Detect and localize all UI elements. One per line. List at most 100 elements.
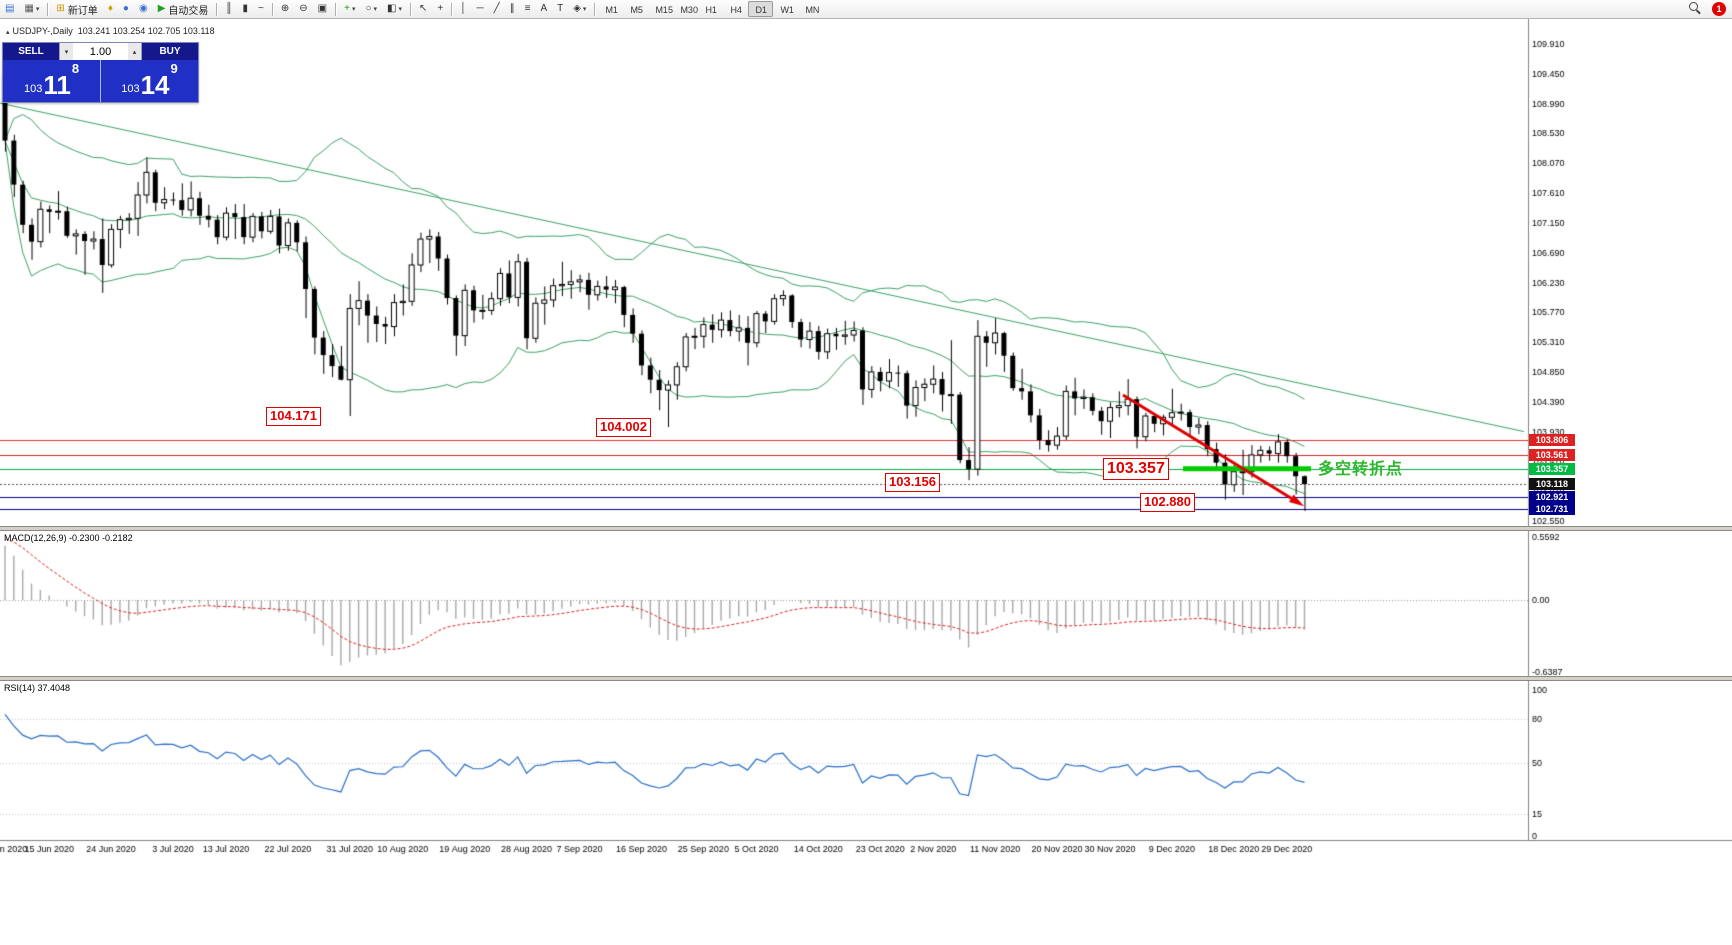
new-order-button[interactable]: ⊞ 新订单 <box>52 1 101 17</box>
price-axis-badge-103561: 103.561 <box>1529 449 1575 462</box>
trendline-button[interactable]: ╱ <box>490 1 504 17</box>
indicators-icon: + <box>344 3 350 14</box>
chevron-down-icon: ▾ <box>373 6 378 13</box>
zoom-in-icon: ⊕ <box>280 3 290 14</box>
toolbar-separator <box>451 2 453 16</box>
vertical-line-icon: │ <box>460 3 467 14</box>
crosshair-icon: + <box>437 3 444 14</box>
new-order-icon: ⊞ <box>56 3 65 14</box>
volume-control: ▾ ▴ <box>59 43 142 60</box>
text-label-button[interactable]: T <box>553 1 567 17</box>
crosshair-button[interactable]: + <box>433 1 447 17</box>
cursor-button[interactable]: ↖ <box>415 1 431 17</box>
search-icon <box>1689 2 1698 11</box>
volume-input[interactable] <box>73 43 128 60</box>
vertical-line-button[interactable]: │ <box>456 1 470 17</box>
indicators-button[interactable]: + ▾ <box>340 1 359 17</box>
candlestick-chart-icon: ▮ <box>242 3 249 14</box>
templates-button[interactable]: ◧ ▾ <box>383 1 406 17</box>
volume-increase-button[interactable]: ▴ <box>128 43 141 60</box>
bar-chart-button[interactable]: ║ <box>221 1 236 17</box>
timeframe-m5-button[interactable]: M5 <box>623 1 648 17</box>
market-watch-button[interactable]: ◉ <box>135 1 152 17</box>
rsi-label: RSI(14) 37.4048 <box>4 683 71 693</box>
symbol-ohlc-values: 103.241 103.254 102.705 103.118 <box>77 26 215 36</box>
chevron-down-icon: ▾ <box>398 6 402 13</box>
timeframe-m1-button[interactable]: M1 <box>598 1 623 17</box>
symbol-name: USDJPY-,Daily <box>12 26 73 36</box>
shapes-button[interactable]: ◈ ▾ <box>569 1 590 17</box>
text-label-icon: T <box>557 3 564 14</box>
price-label-103357[interactable]: 103.357 <box>1103 458 1169 481</box>
sell-button[interactable]: SELL <box>3 43 59 60</box>
toolbar-separator <box>594 2 596 16</box>
candlestick-chart-button[interactable]: ▮ <box>239 1 253 17</box>
timeframe-h1-button[interactable]: H1 <box>698 1 723 17</box>
expand-marker-icon[interactable]: ▴ <box>6 29 10 36</box>
timeframe-d1-button[interactable]: D1 <box>748 1 774 17</box>
timeframe-w1-button[interactable]: W1 <box>773 1 798 17</box>
alerts-icon: ● <box>122 3 129 14</box>
chevron-down-icon: ▾ <box>582 6 587 13</box>
price-label-103156[interactable]: 103.156 <box>885 473 940 492</box>
history-center-icon: ♦ <box>107 3 113 14</box>
macd-panel-divider[interactable] <box>0 526 1732 531</box>
toolbar-separator <box>216 2 218 16</box>
timeframe-m15-button[interactable]: M15 <box>648 1 673 17</box>
new-chart-icon: ▤ <box>5 3 15 14</box>
horizontal-line-icon: ─ <box>476 3 484 14</box>
zoom-in-button[interactable]: ⊕ <box>277 1 293 17</box>
rsi-panel-divider[interactable] <box>0 676 1732 681</box>
new-order-button-label: 新订单 <box>67 5 98 17</box>
timeframe-mn-button[interactable]: MN <box>798 1 823 17</box>
price-axis-badge-103118: 103.118 <box>1529 478 1575 491</box>
cursor-icon: ↖ <box>418 3 428 14</box>
search-icon-handle <box>1696 9 1701 15</box>
chart-profiles-icon: ▦ <box>24 3 34 14</box>
chevron-down-icon: ▾ <box>351 6 356 13</box>
history-center-button[interactable]: ♦ <box>104 1 117 17</box>
tile-windows-button[interactable]: ▣ <box>314 1 331 17</box>
zoom-out-icon: ⊖ <box>299 3 308 14</box>
sell-price[interactable]: 103 11 8 <box>3 60 101 102</box>
turning-point-note[interactable]: 多空转折点 <box>1318 461 1404 478</box>
price-label-104002[interactable]: 104.002 <box>596 418 651 437</box>
alerts-button[interactable]: ● <box>119 1 133 17</box>
market-watch-icon: ◉ <box>138 3 148 14</box>
toolbar-separator <box>271 2 273 16</box>
new-chart-button[interactable]: ▤ <box>1 1 18 17</box>
volume-decrease-button[interactable]: ▾ <box>60 43 73 60</box>
text-button[interactable]: A <box>536 1 551 17</box>
buy-button[interactable]: BUY <box>142 43 198 60</box>
price-axis-badge-102731: 102.731 <box>1529 503 1575 516</box>
periods-button[interactable]: ○ ▾ <box>361 1 381 17</box>
price-axis-badge-103357: 103.357 <box>1529 462 1575 475</box>
buy-price[interactable]: 103 14 9 <box>121 61 178 100</box>
autotrading-icon: ▶ <box>157 3 166 14</box>
text-icon: A <box>540 3 548 14</box>
autotrading-button[interactable]: ▶ 自动交易 <box>154 1 213 17</box>
macd-label: MACD(12,26,9) -0.2300 -0.2182 <box>4 533 133 543</box>
notification-badge[interactable]: 1 <box>1712 2 1726 16</box>
price-axis-badge-103806: 103.806 <box>1529 433 1575 446</box>
equidistant-channel-icon: ∥ <box>509 3 515 14</box>
line-chart-button[interactable]: ~ <box>254 1 268 17</box>
price-label-104171[interactable]: 104.171 <box>266 407 321 426</box>
fibonacci-button[interactable]: ≡ <box>521 1 535 17</box>
zoom-out-button[interactable]: ⊖ <box>295 1 311 17</box>
horizontal-line-button[interactable]: ─ <box>472 1 487 17</box>
timeframe-h4-button[interactable]: H4 <box>723 1 748 17</box>
line-chart-icon: ~ <box>258 3 264 14</box>
search-button[interactable] <box>1685 1 1705 17</box>
timeframe-m30-button[interactable]: M30 <box>673 1 698 17</box>
fibonacci-icon: ≡ <box>524 3 531 14</box>
price-label-102880[interactable]: 102.880 <box>1140 493 1195 512</box>
bar-chart-icon: ║ <box>225 3 233 14</box>
main-toolbar: ▤ ▦ ▾ ⊞ 新订单 ♦ ● ◉ ▶ 自动交易 ║ ▮ ~ ⊕ ⊖ ▣ + ▾ ○ ▾ ◧ ▾ ↖ + │ ─ ╱ ∥ ≡ A T ◈ ▾ M1… <box>0 0 1732 19</box>
equidistant-channel-button[interactable]: ∥ <box>506 1 519 17</box>
chart-symbol-ohlc: ▴ USDJPY-,Daily 103.241 103.254 102.705 1… <box>6 26 215 36</box>
chart-profiles-button[interactable]: ▦ ▾ <box>20 1 43 17</box>
chart-canvas[interactable] <box>0 18 1732 945</box>
